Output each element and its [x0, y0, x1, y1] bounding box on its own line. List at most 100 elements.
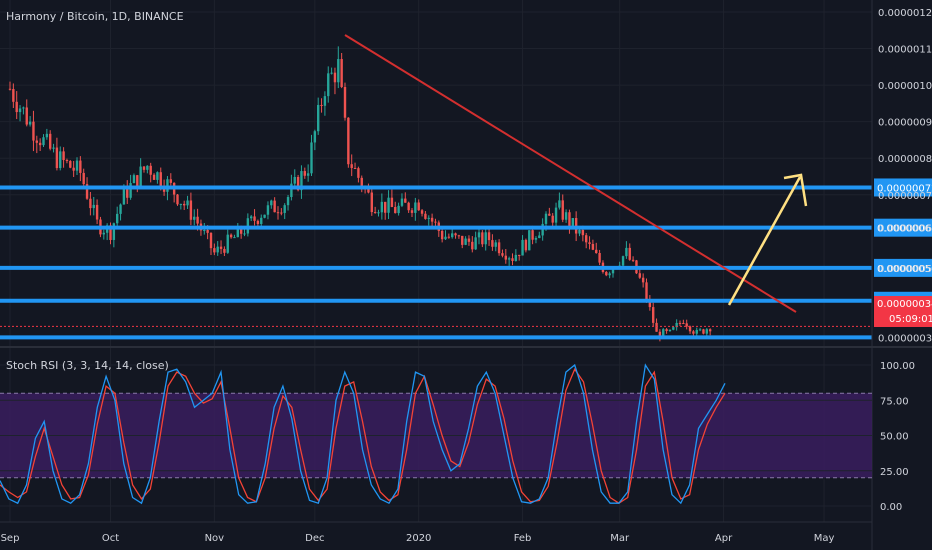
candle-body: [196, 216, 199, 224]
candle-body: [451, 233, 454, 238]
candle-body: [233, 237, 236, 239]
candle-body: [394, 206, 397, 214]
candle-body: [263, 214, 266, 218]
candle-body: [116, 213, 119, 224]
candle-body: [608, 273, 611, 276]
stoch-k-line: [0, 363, 726, 505]
level-price-label: 0.00000061: [877, 224, 932, 235]
price-tick-label: 0.00000031: [878, 333, 932, 344]
candle-body: [702, 329, 705, 334]
candle-body: [645, 282, 648, 300]
downtrend-line[interactable]: [344, 34, 797, 313]
candle-body: [638, 273, 641, 278]
candle-body: [605, 272, 608, 276]
candle-body: [373, 212, 377, 214]
candle-body: [698, 329, 702, 331]
candle-body: [42, 137, 45, 146]
candle-body: [8, 88, 12, 90]
candle-body: [317, 104, 320, 132]
candle-body: [340, 59, 343, 88]
candle-body: [337, 59, 340, 83]
candle-body: [708, 329, 712, 332]
candle-body: [303, 171, 306, 176]
candle-body: [350, 164, 353, 168]
candle-body: [55, 147, 59, 169]
candle-body: [491, 240, 494, 247]
candle-body: [652, 307, 655, 323]
candle-body: [213, 248, 216, 253]
candle-body: [28, 121, 32, 125]
candle-body: [585, 235, 588, 243]
rsi-tick-label: 75.00: [880, 396, 909, 407]
candle-body: [518, 254, 521, 256]
candle-body: [296, 176, 300, 191]
candle-body: [414, 202, 417, 213]
candle-body: [514, 254, 518, 261]
candle-body: [672, 327, 675, 330]
stoch-rsi-title[interactable]: Stoch RSI (3, 3, 14, 14, close): [6, 359, 169, 372]
candle-body: [481, 232, 484, 245]
candle-body: [353, 167, 357, 169]
candle-body: [440, 230, 444, 240]
projection-arrow-head: [783, 173, 808, 207]
level-price-label: 0.00000072: [877, 183, 932, 194]
candle-body: [658, 331, 662, 338]
candle-body: [554, 207, 558, 223]
candle-body: [682, 323, 685, 325]
candle-body: [367, 188, 370, 193]
candle-body: [588, 242, 591, 244]
candle-body: [119, 204, 122, 214]
rsi-tick-label: 50.00: [880, 432, 909, 443]
candle-body: [494, 242, 497, 247]
candle-body: [320, 104, 323, 106]
candle-body: [32, 121, 35, 141]
candle-body: [283, 205, 286, 213]
candle-body: [400, 198, 404, 206]
candle-body: [692, 331, 695, 334]
time-tick-label: Feb: [514, 533, 532, 544]
candle-body: [149, 165, 152, 175]
candle-body: [183, 203, 186, 206]
candle-body: [209, 232, 213, 249]
candle-body: [621, 256, 625, 266]
rsi-tick-label: 25.00: [880, 467, 909, 478]
projection-arrow-shaft: [727, 176, 802, 306]
candle-body: [387, 197, 390, 213]
price-tick-label: 0.00000061: [878, 224, 932, 235]
candle-body: [420, 210, 424, 214]
candle-body: [85, 184, 89, 199]
last-price-tag: 0.00000034 05:09:01: [874, 296, 932, 327]
candle-body: [243, 233, 246, 235]
time-tick-label: 2020: [406, 533, 431, 544]
candle-body: [18, 108, 22, 113]
candle-body: [189, 200, 193, 220]
candle-body: [136, 175, 139, 188]
last-price-tag-bg: [874, 296, 932, 327]
rsi-axis-labels: 0.00 25.00 50.00 75.00 100.00: [880, 361, 915, 513]
candle-body: [313, 131, 317, 143]
candle-body: [410, 210, 414, 213]
candle-body: [216, 246, 219, 253]
candle-body: [655, 322, 658, 332]
candle-body: [427, 217, 430, 219]
level-price-tag: [874, 258, 932, 277]
chart-title[interactable]: Harmony / Bitcoin, 1D, BINANCE: [6, 10, 184, 23]
candle-body: [625, 247, 628, 257]
candle-body: [229, 234, 233, 238]
candle-body: [384, 201, 387, 213]
candle-body: [447, 236, 451, 238]
candle-body: [541, 223, 544, 236]
candle-body: [79, 160, 82, 173]
candle-body: [203, 230, 206, 232]
candle-body: [544, 213, 548, 224]
candle-body: [250, 216, 253, 219]
candle-body: [534, 238, 538, 240]
projection-arrow[interactable]: [727, 173, 808, 306]
candle-body: [293, 176, 296, 184]
rsi-tick-label: 0.00: [880, 502, 902, 513]
candle-body: [507, 258, 511, 260]
candle-body: [474, 237, 477, 250]
